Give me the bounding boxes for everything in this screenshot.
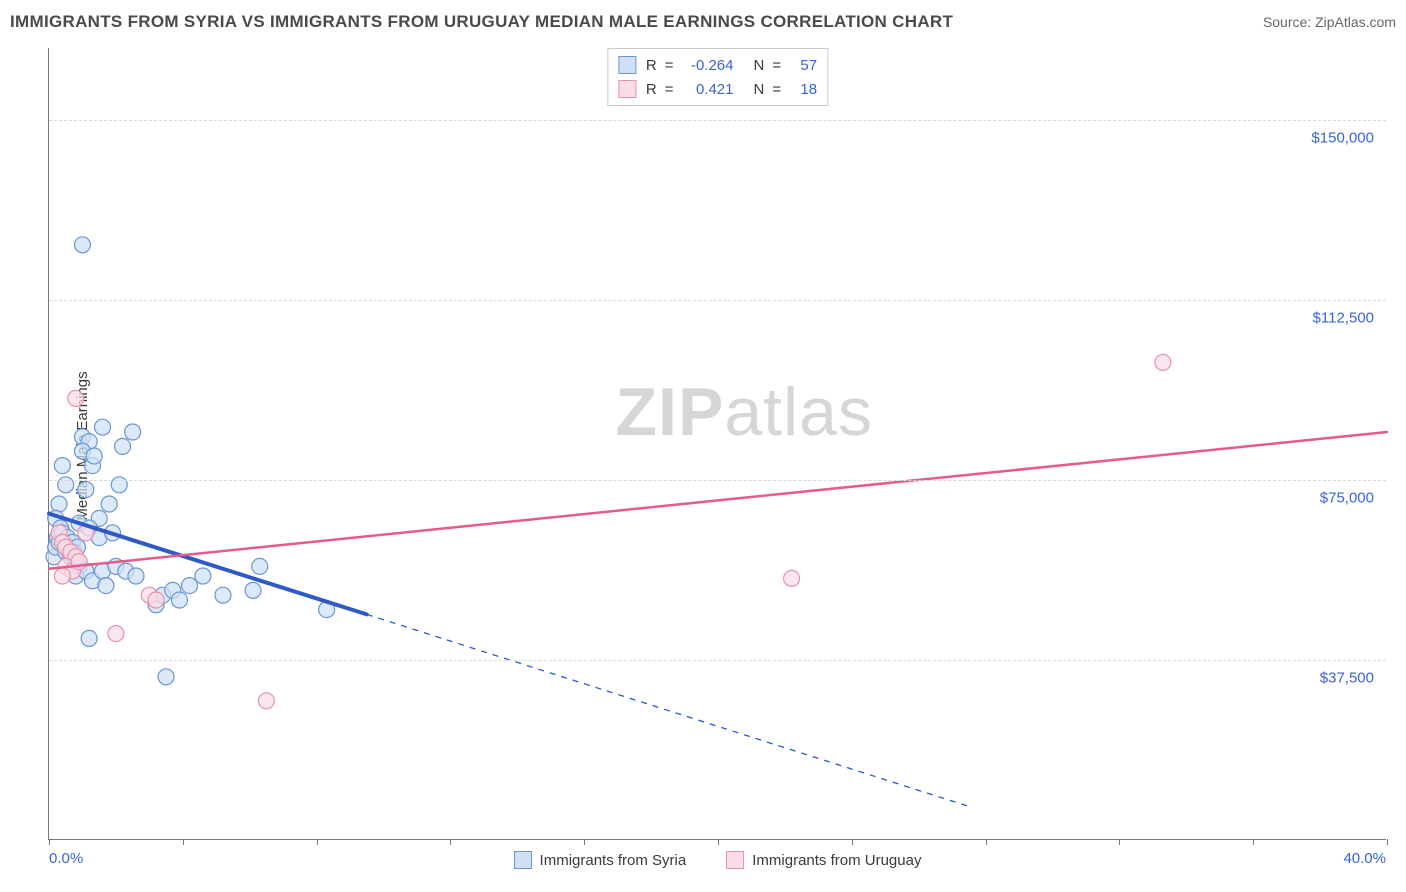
x-tick <box>49 839 50 845</box>
y-tick-label: $37,500 <box>1320 670 1374 687</box>
chart-title: IMMIGRANTS FROM SYRIA VS IMMIGRANTS FROM… <box>10 12 953 32</box>
legend-n-label: N <box>754 57 765 74</box>
data-point <box>158 669 174 685</box>
data-point <box>98 578 114 594</box>
data-point <box>148 592 164 608</box>
y-tick-label: $75,000 <box>1320 490 1374 507</box>
x-tick <box>1119 839 1120 845</box>
legend-row: R = 0.421 N = 18 <box>618 77 817 101</box>
data-point <box>115 438 131 454</box>
trend-line-dashed <box>367 614 969 806</box>
legend-n-value: 57 <box>789 57 817 74</box>
legend-swatch-icon <box>618 80 636 98</box>
legend-r-value: -0.264 <box>682 57 734 74</box>
x-tick <box>317 839 318 845</box>
x-tick <box>450 839 451 845</box>
legend-r-label: R <box>646 81 657 98</box>
data-point <box>252 558 268 574</box>
legend-swatch-icon <box>726 851 744 869</box>
equals-sign: = <box>772 81 781 98</box>
x-min-label: 0.0% <box>49 850 83 867</box>
x-tick <box>852 839 853 845</box>
gridline <box>49 660 1386 661</box>
series-name: Immigrants from Syria <box>540 852 687 869</box>
x-tick <box>584 839 585 845</box>
data-point <box>108 626 124 642</box>
x-tick <box>1253 839 1254 845</box>
source-name: ZipAtlas.com <box>1315 14 1396 30</box>
data-point <box>125 424 141 440</box>
equals-sign: = <box>772 57 781 74</box>
data-point <box>181 578 197 594</box>
x-max-label: 40.0% <box>1343 850 1386 867</box>
legend-swatch-icon <box>514 851 532 869</box>
x-tick <box>183 839 184 845</box>
y-tick-label: $150,000 <box>1311 130 1374 147</box>
data-point <box>258 693 274 709</box>
data-point <box>51 496 67 512</box>
legend-row: R = -0.264 N = 57 <box>618 53 817 77</box>
source-label: Source: <box>1263 14 1311 30</box>
data-point <box>1155 354 1171 370</box>
data-point <box>74 237 90 253</box>
data-point <box>81 630 97 646</box>
legend-n-label: N <box>754 81 765 98</box>
data-point <box>78 482 94 498</box>
data-point <box>128 568 144 584</box>
legend-r-label: R <box>646 57 657 74</box>
series-name: Immigrants from Uruguay <box>752 852 921 869</box>
scatter-svg <box>49 48 1387 840</box>
data-point <box>54 568 70 584</box>
equals-sign: = <box>665 57 674 74</box>
x-tick <box>1387 839 1388 845</box>
data-point <box>68 390 84 406</box>
y-tick-label: $112,500 <box>1313 310 1374 327</box>
data-point <box>86 448 102 464</box>
data-point <box>784 570 800 586</box>
data-point <box>95 419 111 435</box>
data-point <box>171 592 187 608</box>
series-legend-item: Immigrants from Syria <box>514 851 687 869</box>
trend-line-solid <box>49 432 1387 569</box>
series-legend-item: Immigrants from Uruguay <box>726 851 921 869</box>
gridline <box>49 480 1386 481</box>
gridline <box>49 120 1386 121</box>
data-point <box>215 587 231 603</box>
legend-r-value: 0.421 <box>682 81 734 98</box>
data-point <box>245 582 261 598</box>
x-tick <box>986 839 987 845</box>
gridline <box>49 300 1386 301</box>
data-point <box>101 496 117 512</box>
legend-n-value: 18 <box>789 81 817 98</box>
correlation-legend: R = -0.264 N = 57 R = 0.421 N = 18 <box>607 48 828 106</box>
data-point <box>54 458 70 474</box>
plot-area: ZIPatlas R=-0.264N=57R=0.421N=18 Immigra… <box>48 48 1386 840</box>
equals-sign: = <box>665 81 674 98</box>
source-credit: Source: ZipAtlas.com <box>1263 14 1396 30</box>
data-point <box>195 568 211 584</box>
x-tick <box>718 839 719 845</box>
series-legend: Immigrants from Syria Immigrants from Uru… <box>514 851 922 869</box>
legend-swatch-icon <box>618 56 636 74</box>
